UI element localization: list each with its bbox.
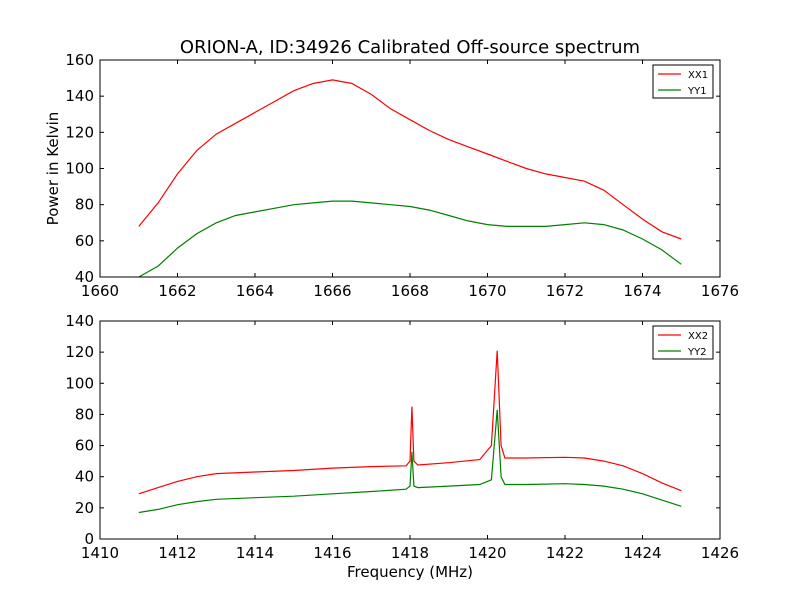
series-line-1-xx1 bbox=[138, 79, 682, 240]
y-tick-label: 0 bbox=[84, 530, 94, 548]
y-tick-label: 160 bbox=[65, 51, 94, 69]
x-tick-label: 1662 bbox=[158, 282, 196, 300]
y-tick-label: 40 bbox=[75, 468, 94, 486]
y-axis-label: Power in Kelvin bbox=[44, 112, 62, 226]
x-tick-label: 1412 bbox=[158, 544, 196, 562]
y-tick-label: 40 bbox=[75, 268, 94, 286]
series-line-1-yy1 bbox=[138, 200, 682, 278]
y-tick-label: 80 bbox=[75, 196, 94, 214]
x-tick-label: 1666 bbox=[313, 282, 351, 300]
x-tick-label: 1426 bbox=[701, 544, 739, 562]
x-tick-label: 1418 bbox=[391, 544, 429, 562]
y-tick-label: 20 bbox=[75, 499, 94, 517]
x-tick-label: 1416 bbox=[313, 544, 351, 562]
legend-label: XX2 bbox=[688, 331, 708, 342]
y-tick-label: 120 bbox=[65, 343, 94, 361]
x-tick-label: 1420 bbox=[468, 544, 506, 562]
series-line-2-xx2 bbox=[138, 350, 682, 495]
x-tick-label: 1676 bbox=[701, 282, 739, 300]
x-tick-label: 1670 bbox=[468, 282, 506, 300]
x-tick-label: 1668 bbox=[391, 282, 429, 300]
y-tick-label: 100 bbox=[65, 160, 94, 178]
x-tick-label: 1424 bbox=[623, 544, 661, 562]
x-tick-label: 1672 bbox=[546, 282, 584, 300]
x-tick-label: 1660 bbox=[81, 282, 119, 300]
x-tick-label: 1414 bbox=[236, 544, 274, 562]
legend-box-2 bbox=[652, 325, 714, 360]
series-line-2-yy2 bbox=[138, 409, 682, 514]
y-tick-label: 140 bbox=[65, 312, 94, 330]
legend-label: YY1 bbox=[687, 86, 707, 97]
y-tick-label: 120 bbox=[65, 123, 94, 141]
y-tick-label: 60 bbox=[75, 232, 94, 250]
legend-label: XX1 bbox=[688, 70, 708, 81]
y-tick-label: 100 bbox=[65, 374, 94, 392]
x-tick-label: 1422 bbox=[546, 544, 584, 562]
x-tick-label: 1664 bbox=[236, 282, 274, 300]
x-tick-label: 1410 bbox=[81, 544, 119, 562]
y-tick-label: 80 bbox=[75, 405, 94, 423]
chart-title: ORION-A, ID:34926 Calibrated Off-source … bbox=[180, 37, 640, 58]
y-tick-label: 140 bbox=[65, 87, 94, 105]
x-tick-label: 1674 bbox=[623, 282, 661, 300]
legend-box-1 bbox=[652, 64, 714, 99]
legend-label: YY2 bbox=[687, 347, 707, 358]
y-tick-label: 60 bbox=[75, 437, 94, 455]
x-axis-label: Frequency (MHz) bbox=[347, 563, 473, 581]
